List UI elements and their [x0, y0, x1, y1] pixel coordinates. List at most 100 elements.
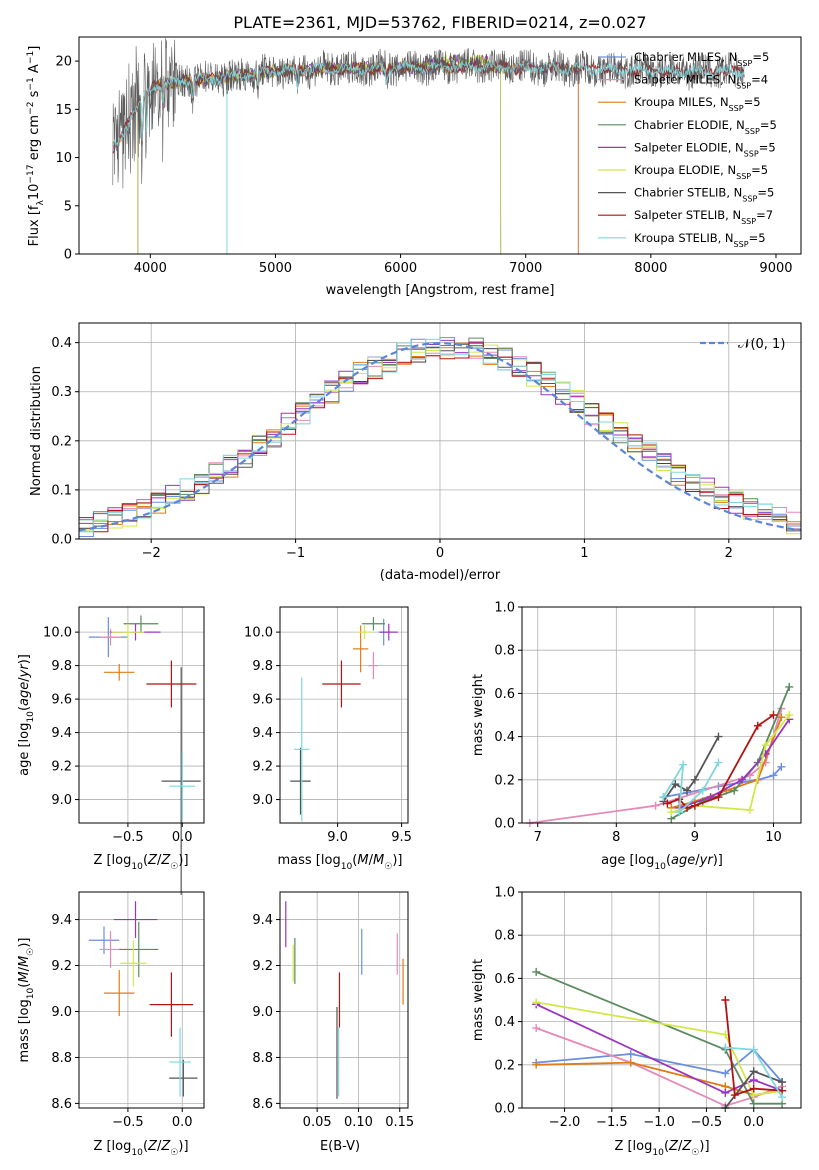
data-point [777, 713, 786, 722]
data-point [749, 1045, 758, 1054]
plot-area [290, 617, 398, 822]
errorbar-point [146, 660, 197, 708]
axes-spectrum: 4000 5000 6000 7000 8000 9000 0 5 10 15 20 waveleng… [26, 36, 802, 298]
x-tick-label: 4000 [134, 261, 167, 276]
x-axis-label: mass [log10(M/M☉)] [278, 853, 403, 872]
x-tick-label: −1 [286, 546, 305, 561]
data-point [721, 1069, 730, 1078]
axes-age_vs_mass: 9.0 9.5 9.0 9.2 9.4 9.6 9.8 10.0 mass [log10(M/M… [244, 606, 412, 872]
series-kroupa-elodie [667, 711, 794, 817]
y-tick-label: 10.0 [43, 626, 72, 641]
y-tick-label: 5 [64, 199, 72, 214]
data-point [532, 1024, 541, 1033]
legend: Chabrier MILES, NSSP=5 Salpeter MILES, NS… [598, 50, 777, 248]
data-point [626, 1050, 635, 1058]
data-point [690, 775, 699, 784]
data-point [749, 1099, 758, 1108]
axes-massweight_vs_Z: −2.0 −1.5 −1.0 −0.5 0.0 0.0 0.2 0.4 0.6 0.8 1.0 Z [… [471, 886, 802, 1158]
y-tick-label: 20 [55, 55, 72, 70]
x-tick-label: −1.0 [643, 1115, 675, 1130]
axes-frame [78, 891, 205, 1109]
errorbar-point [113, 901, 158, 938]
legend-label: Salpeter ELODIE, NSSP=5 [634, 140, 776, 158]
errorbar-point [169, 752, 196, 820]
data-point [663, 799, 672, 808]
x-tick-label: −1.5 [596, 1115, 628, 1130]
series-salpeter-stelib [663, 711, 778, 812]
y-tick-label: 1.0 [494, 601, 515, 616]
errorbar-point [123, 615, 159, 633]
legend-label: Salpeter MILES, NSSP=4 [634, 73, 768, 91]
errorbar-point [294, 677, 310, 822]
data-point [777, 762, 786, 771]
y-tick-label: 9.6 [252, 693, 273, 708]
data-point [675, 808, 684, 817]
histogram-salpeter-stelib [79, 342, 801, 533]
y-tick-label: 8.6 [51, 1097, 72, 1112]
y-tick-label: 9.2 [51, 959, 72, 974]
series-salpeter-miles [525, 704, 786, 827]
errorbar-point [99, 628, 122, 646]
data-point [745, 806, 754, 815]
axes-frame [78, 322, 802, 540]
series-kroupa-stelib [659, 758, 723, 817]
data-point [721, 1043, 730, 1052]
spectrum-line-kroupa-stelib [112, 59, 745, 147]
x-tick-label: 0.0 [743, 1115, 764, 1130]
x-axis-label: E(B-V) [320, 1139, 360, 1154]
x-tick-label: −2 [142, 546, 161, 561]
y-tick-label: 9.4 [252, 726, 273, 741]
errorbar-point [104, 970, 135, 1017]
y-tick-label: 0.8 [494, 929, 515, 944]
y-axis-label: mass weight [471, 674, 486, 756]
y-tick-label: 0.0 [51, 533, 72, 548]
x-tick-label: 0.0 [172, 830, 193, 845]
y-tick-label: 8.8 [51, 1051, 72, 1066]
y-tick-label: 0.2 [51, 434, 72, 449]
errorbar-point [379, 623, 398, 641]
y-tick-label: 0.2 [494, 1058, 515, 1073]
errorbar-point [322, 660, 361, 708]
y-axis-label: Flux [fλ10−17 erg cm−2 s−1 A−1] [26, 46, 46, 247]
series-chabrier-elodie [667, 682, 794, 823]
data-point [785, 682, 794, 691]
data-point [714, 732, 723, 741]
x-tick-label: −2.0 [549, 1115, 581, 1130]
plot-area [78, 337, 802, 537]
x-axis-label: Z [log10(Z/Z☉)] [614, 1139, 709, 1158]
y-tick-label: 9.2 [252, 959, 273, 974]
y-tick-label: 9.2 [51, 760, 72, 775]
x-tick-label: 7000 [509, 261, 542, 276]
data-point [778, 1078, 787, 1087]
errorbar-point [169, 1027, 191, 1097]
data-point [532, 998, 541, 1007]
data-point [671, 780, 680, 789]
y-tick-label: 9.0 [51, 1005, 72, 1020]
legend-label: Kroupa MILES, NSSP=5 [634, 95, 761, 113]
y-tick-label: 0.0 [494, 817, 515, 832]
data-point [778, 1093, 787, 1102]
y-axis-label: mass weight [471, 959, 486, 1041]
data-point [714, 793, 723, 802]
data-point [532, 1060, 541, 1069]
y-tick-label: 0.1 [51, 483, 72, 498]
axes-massweight_vs_age: 7 8 9 10 0.0 0.2 0.4 0.6 0.8 1.0 age [log10(age/yr… [471, 601, 802, 872]
axes-mass_vs_EBV: 0.05 0.10 0.15 8.6 8.8 9.0 9.2 9.4 E(B-V) [252, 891, 414, 1154]
gaussian-curve [78, 342, 802, 532]
legend-label: Kroupa ELODIE, NSSP=5 [634, 163, 768, 181]
x-tick-label: 9 [691, 830, 699, 845]
plot-area [112, 37, 745, 255]
legend-label: 𝒩(0, 1) [738, 337, 785, 352]
y-tick-label: 0.4 [494, 730, 515, 745]
x-tick-label: 1 [580, 546, 588, 561]
data-point [753, 721, 762, 730]
x-tick-label: 5000 [259, 261, 292, 276]
data-point [761, 741, 770, 750]
series-chabrier-stelib [659, 732, 723, 806]
y-tick-label: 9.4 [51, 913, 72, 928]
x-tick-label: 2 [725, 546, 733, 561]
x-tick-label: −0.5 [691, 1115, 723, 1130]
y-tick-label: 9.0 [252, 1005, 273, 1020]
y-axis-label: age [log10(age/yr)] [17, 654, 36, 776]
